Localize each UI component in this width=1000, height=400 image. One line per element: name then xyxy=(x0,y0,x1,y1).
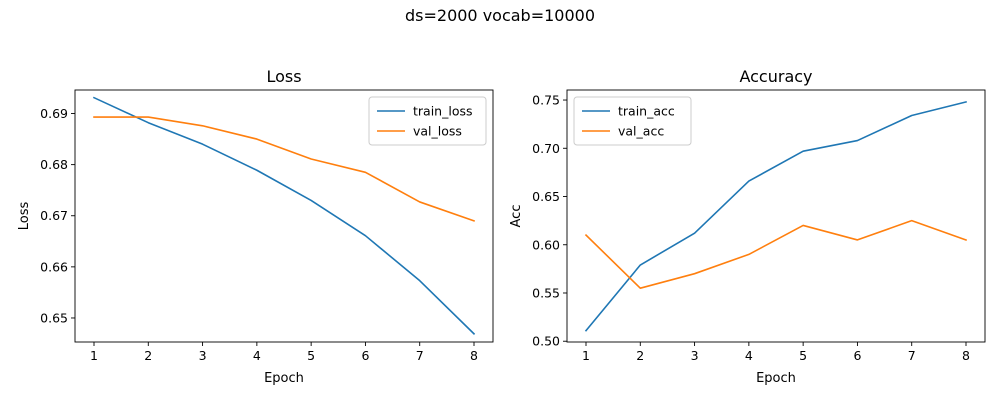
x-tick-label: 1 xyxy=(90,348,98,363)
y-tick-label: 0.69 xyxy=(40,106,68,121)
x-tick-label: 6 xyxy=(361,348,369,363)
x-tick-label: 3 xyxy=(199,348,207,363)
x-tick-label: 1 xyxy=(582,348,590,363)
legend-label-val_loss: val_loss xyxy=(413,124,462,139)
y-tick-label: 0.75 xyxy=(532,93,560,108)
y-tick-label: 0.65 xyxy=(532,189,560,204)
figure-suptitle: ds=2000 vocab=10000 xyxy=(405,6,595,25)
legend: train_acc val_acc xyxy=(573,96,692,146)
y-axis-label: Loss xyxy=(17,202,32,231)
x-tick-label: 2 xyxy=(144,348,152,363)
y-tick-label: 0.55 xyxy=(532,285,560,300)
x-axis-label: Epoch xyxy=(756,371,796,386)
x-axis-label: Epoch xyxy=(264,371,304,386)
legend-label-train_acc: train_acc xyxy=(618,104,675,119)
x-tick-label: 5 xyxy=(799,348,807,363)
x-tick-label: 7 xyxy=(416,348,424,363)
legend-box xyxy=(368,96,487,146)
x-tick-label: 3 xyxy=(691,348,699,363)
x-tick-label: 4 xyxy=(253,348,261,363)
legend-label-val_acc: val_acc xyxy=(618,124,664,139)
legend-box xyxy=(573,96,692,146)
series-line-val_loss xyxy=(93,116,476,222)
plot-frame xyxy=(566,89,986,343)
y-tick-label: 0.65 xyxy=(40,310,68,325)
legend: train_loss val_loss xyxy=(368,96,487,146)
series-line-train_acc xyxy=(584,100,967,332)
x-tick-label: 8 xyxy=(962,348,970,363)
chart-accuracy: Accuracy 1 2 3 4 5 6 7 8 0.50 0.55 0.60 0.65 0.70 0.75… xyxy=(509,67,986,386)
y-tick-label: 0.67 xyxy=(40,208,68,223)
y-tick-label: 0.66 xyxy=(40,259,68,274)
y-axis-label: Acc xyxy=(509,205,524,228)
legend-label-train_loss: train_loss xyxy=(413,104,473,119)
y-tick-label: 0.68 xyxy=(40,157,68,172)
y-tick-label: 0.50 xyxy=(532,334,560,349)
x-tick-label: 6 xyxy=(853,348,861,363)
chart-loss: Loss 1 2 3 4 5 6 7 8 0.65 0.66 0.67 0.68 0.69 Epoch Los… xyxy=(17,67,494,386)
chart-title: Accuracy xyxy=(739,67,812,86)
x-tick-label: 7 xyxy=(908,348,916,363)
y-tick-label: 0.60 xyxy=(532,237,560,252)
x-tick-label: 4 xyxy=(745,348,753,363)
chart-title: Loss xyxy=(266,67,301,86)
y-tick-label: 0.70 xyxy=(532,141,560,156)
x-tick-label: 8 xyxy=(470,348,478,363)
x-tick-label: 2 xyxy=(636,348,644,363)
series-line-val_acc xyxy=(584,219,968,289)
series-line-train_loss xyxy=(92,96,476,335)
x-tick-label: 5 xyxy=(307,348,315,363)
